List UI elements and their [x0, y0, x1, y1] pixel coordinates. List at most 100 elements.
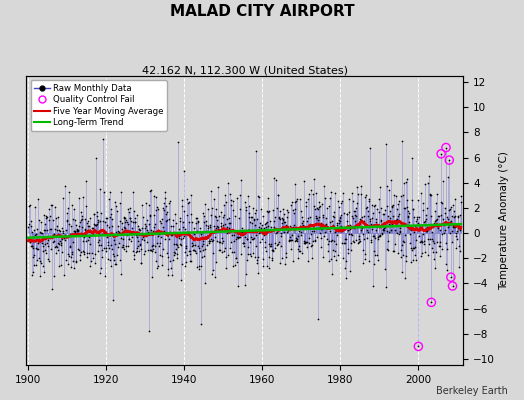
Point	[188, 218, 196, 225]
Point	[266, 218, 275, 224]
Point	[100, 245, 108, 252]
Point	[385, 221, 394, 227]
Point	[291, 199, 299, 206]
Point	[261, 239, 269, 246]
Point	[376, 232, 384, 238]
Point	[192, 228, 201, 234]
Point	[286, 236, 294, 243]
Point	[26, 238, 34, 245]
Point	[105, 224, 113, 230]
Point	[63, 218, 71, 224]
Point	[113, 208, 121, 215]
Point	[225, 219, 233, 226]
Point	[437, 151, 445, 157]
Point	[410, 229, 418, 236]
Point	[350, 239, 358, 246]
Point	[249, 216, 258, 223]
Point	[115, 218, 124, 225]
Point	[246, 219, 255, 225]
Point	[405, 210, 413, 216]
Point	[113, 232, 121, 238]
Point	[250, 222, 259, 228]
Point	[280, 229, 289, 236]
Point	[68, 202, 77, 208]
Point	[129, 189, 137, 196]
Point	[337, 228, 346, 235]
Point	[164, 254, 172, 261]
Point	[434, 223, 442, 229]
Point	[140, 237, 148, 243]
Point	[288, 198, 297, 205]
Point	[135, 226, 144, 232]
Point	[356, 238, 364, 244]
Point	[211, 274, 220, 280]
Point	[34, 246, 42, 252]
Point	[214, 226, 222, 232]
Point	[326, 238, 335, 244]
Point	[418, 250, 426, 256]
Point	[70, 265, 79, 271]
Point	[178, 261, 186, 267]
Point	[373, 224, 381, 230]
Point	[25, 203, 34, 209]
Point	[179, 235, 187, 242]
Point	[424, 252, 433, 258]
Point	[160, 229, 169, 236]
Point	[277, 233, 285, 239]
Point	[78, 224, 86, 230]
Point	[325, 219, 334, 226]
Point	[31, 238, 39, 244]
Point	[363, 204, 371, 210]
Point	[423, 227, 431, 234]
Point	[234, 234, 242, 241]
Point	[334, 252, 342, 258]
Point	[322, 236, 331, 242]
Point	[49, 231, 58, 238]
Point	[225, 214, 233, 221]
Point	[303, 214, 312, 221]
Point	[371, 202, 379, 209]
Point	[239, 229, 248, 236]
Point	[31, 262, 40, 269]
Point	[207, 212, 215, 218]
Point	[380, 211, 388, 217]
Point	[347, 246, 356, 253]
Point	[43, 214, 52, 220]
Point	[165, 200, 173, 206]
Point	[351, 212, 359, 218]
Point	[106, 211, 115, 217]
Point	[402, 204, 411, 211]
Point	[152, 240, 161, 246]
Point	[392, 230, 401, 236]
Point	[333, 231, 341, 238]
Point	[305, 235, 314, 241]
Point	[70, 228, 78, 234]
Point	[454, 214, 463, 220]
Point	[152, 207, 160, 213]
Point	[326, 228, 334, 234]
Point	[412, 216, 421, 222]
Point	[57, 241, 66, 248]
Point	[208, 205, 216, 212]
Point	[52, 243, 60, 250]
Point	[43, 226, 51, 233]
Point	[114, 228, 122, 234]
Point	[274, 192, 282, 199]
Point	[245, 203, 253, 209]
Point	[144, 246, 152, 253]
Point	[279, 216, 287, 222]
Point	[27, 243, 36, 249]
Point	[377, 221, 386, 227]
Point	[72, 258, 80, 264]
Point	[76, 219, 84, 226]
Point	[171, 220, 180, 226]
Point	[28, 229, 36, 235]
Point	[456, 193, 465, 199]
Point	[455, 226, 464, 233]
Point	[156, 234, 165, 240]
Point	[128, 229, 136, 236]
Point	[395, 197, 403, 204]
Point	[183, 230, 192, 236]
Point	[112, 260, 121, 267]
Point	[446, 217, 455, 224]
